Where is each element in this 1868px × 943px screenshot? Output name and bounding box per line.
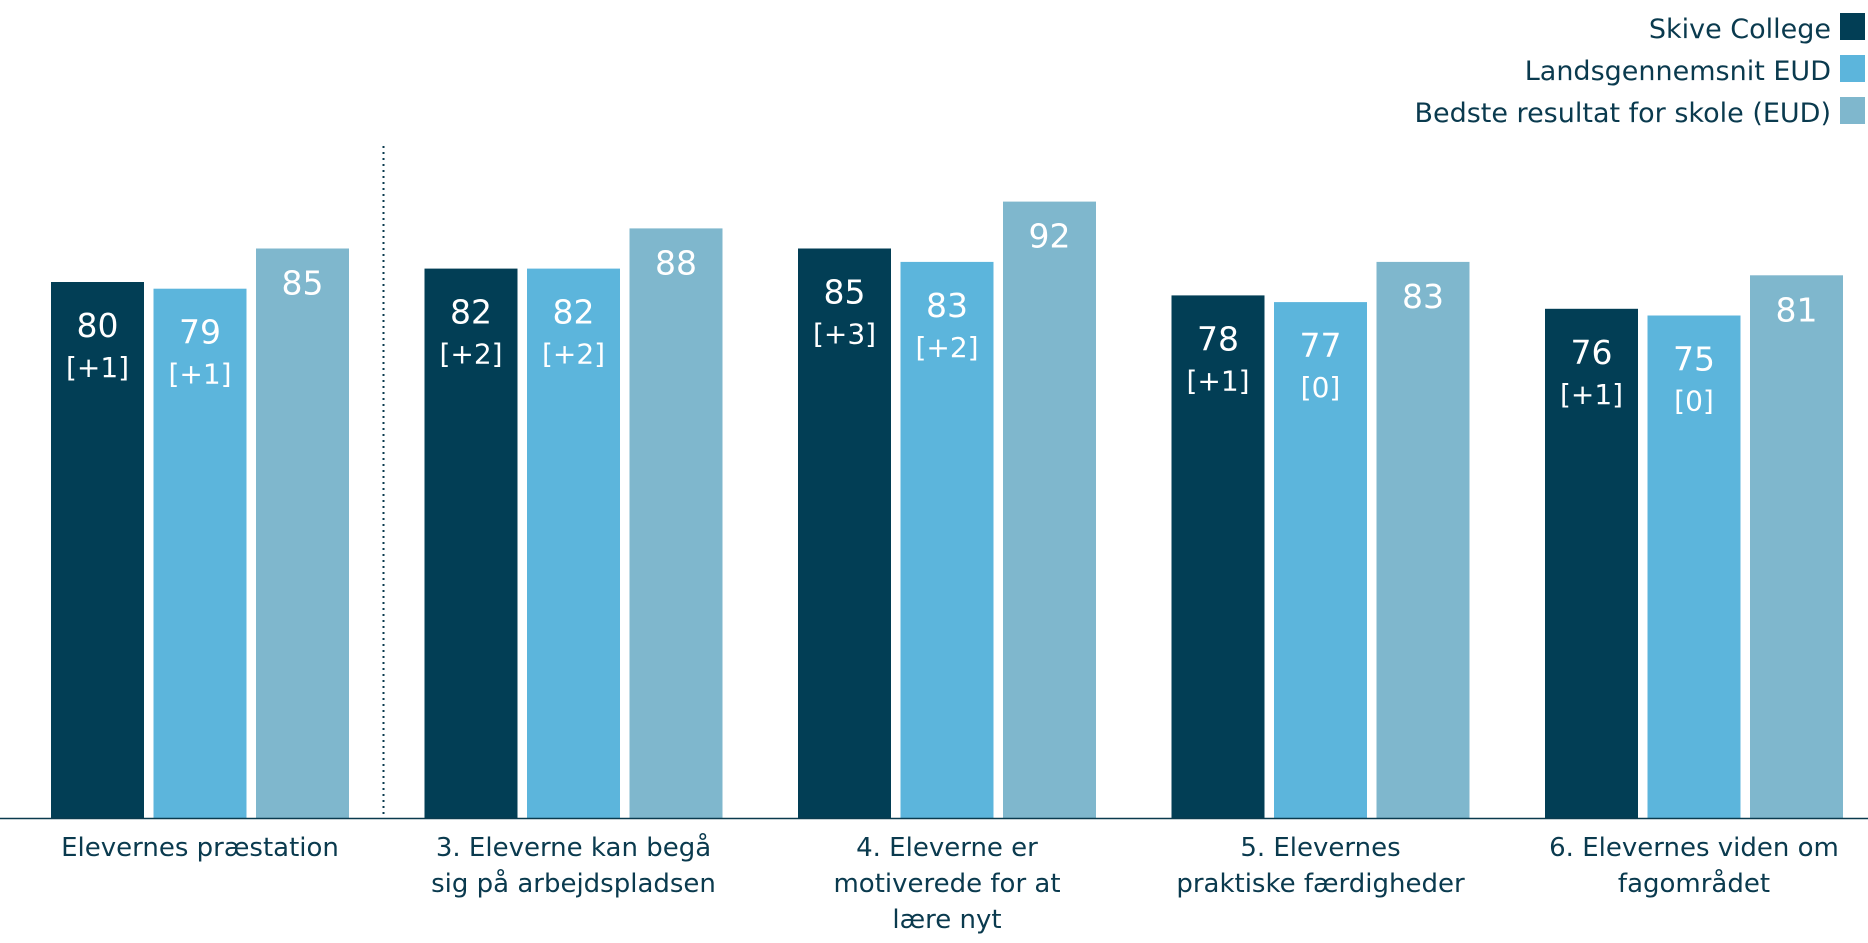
- bar-value-label: 88: [655, 243, 697, 282]
- bar-change-label: [0]: [1301, 371, 1341, 404]
- bar-change-label: [+3]: [813, 318, 876, 351]
- bar-value-label: 85: [282, 264, 324, 303]
- bar-1-2: [424, 268, 518, 819]
- bar-3-1: [256, 248, 349, 818]
- category-label: 6. Elevernes viden om fagområdet: [1549, 833, 1839, 899]
- bar-2-5: [1647, 315, 1741, 818]
- bar-value-label: 78: [1197, 319, 1239, 358]
- bar-3-2: [629, 228, 723, 818]
- bar-value-label: 81: [1776, 290, 1818, 329]
- legend: Skive College Landsgennemsnit EUD Bedste r…: [1414, 13, 1865, 129]
- bar-value-label: 76: [1571, 333, 1613, 372]
- bar-value-label: 79: [179, 313, 221, 352]
- bar-change-label: [+2]: [915, 331, 978, 364]
- legend-label: Bedste resultat for skole (EUD): [1414, 98, 1831, 129]
- bar-value-label: 82: [450, 293, 492, 332]
- bar-change-label: [+1]: [66, 351, 129, 384]
- bar-change-label: [+2]: [439, 338, 502, 371]
- category-labels: Elevernes præstation 3. Eleverne kan begå…: [61, 832, 1839, 935]
- bar-2-4: [1274, 302, 1367, 819]
- bars: [51, 201, 1843, 819]
- legend-swatch: [1840, 55, 1865, 82]
- bar-value-label: 82: [553, 293, 595, 332]
- bar-change-label: [+2]: [542, 338, 605, 371]
- bar-value-label: 80: [77, 306, 119, 345]
- bar-value-label: 85: [824, 273, 866, 312]
- bar-value-label: 92: [1029, 217, 1071, 256]
- bar-value-label: 77: [1300, 326, 1342, 365]
- bar-2-1: [153, 288, 247, 818]
- legend-label: Landsgennemsnit EUD: [1525, 56, 1831, 87]
- bar-2-2: [527, 268, 620, 819]
- category-label: 5. Elevernes praktiske færdigheder: [1176, 833, 1465, 899]
- category-label: 3. Eleverne kan begå sig på arbejdspladse…: [431, 832, 716, 899]
- bar-3-4: [1376, 261, 1470, 818]
- bar-2-3: [900, 261, 994, 818]
- legend-label: Skive College: [1649, 14, 1831, 45]
- bar-labels: 80 [+1] 79 [+1] 85 82 [+2] 82 [+2] 88 85 [+3] 83 [+2]…: [66, 217, 1818, 418]
- bar-change-label: [+1]: [168, 358, 231, 391]
- category-label: Elevernes præstation: [61, 833, 339, 863]
- bar-3-3: [1003, 201, 1096, 819]
- bar-1-1: [51, 282, 144, 818]
- bar-1-3: [798, 248, 891, 818]
- bar-1-4: [1171, 295, 1265, 818]
- bar-value-label: 83: [1402, 277, 1444, 316]
- category-label: 4. Eleverne er motiverede for at lære nyt: [833, 833, 1060, 935]
- bar-change-label: [+1]: [1560, 378, 1623, 411]
- bar-change-label: [0]: [1674, 385, 1714, 418]
- bar-value-label: 83: [926, 286, 968, 325]
- legend-swatch: [1840, 13, 1865, 40]
- legend-swatch: [1840, 97, 1865, 124]
- bar-1-5: [1545, 308, 1638, 818]
- bar-3-5: [1750, 275, 1843, 818]
- bar-value-label: 75: [1673, 340, 1715, 379]
- bar-change-label: [+1]: [1186, 364, 1249, 397]
